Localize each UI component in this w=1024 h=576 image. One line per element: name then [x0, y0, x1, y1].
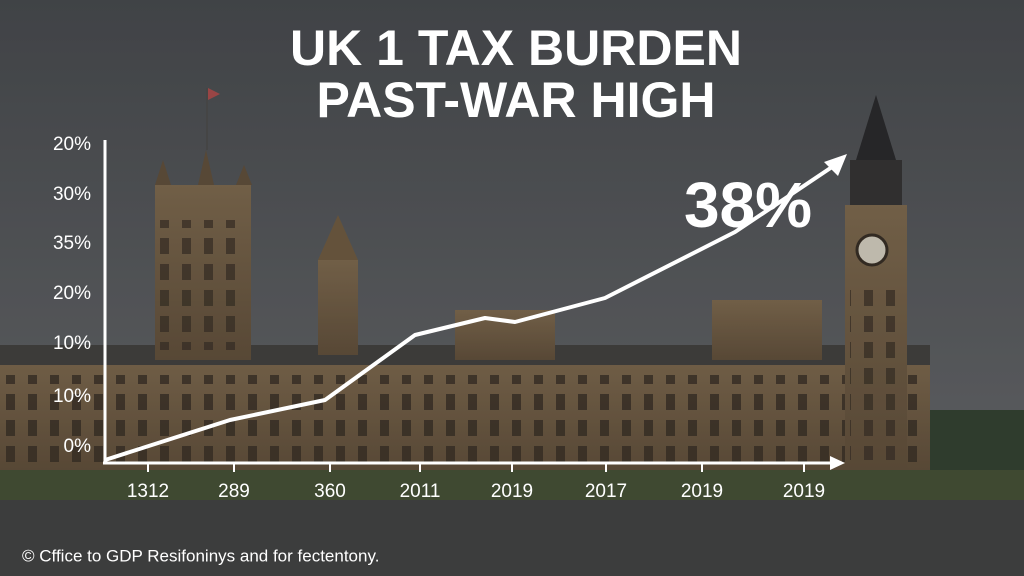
y-axis-label: 20% — [53, 134, 91, 155]
callout: 38% — [684, 169, 812, 241]
x-ticks: 1312 289 360 2011 2019 2017 2019 2019 — [127, 463, 825, 502]
y-axis-label: 35% — [53, 233, 91, 254]
y-axis-label: 0% — [64, 436, 92, 457]
x-axis-label: 1312 — [127, 481, 169, 502]
y-axis-label: 10% — [53, 386, 91, 407]
x-axis-label: 360 — [314, 481, 346, 502]
river — [0, 500, 1024, 576]
y-axis-label: 30% — [53, 184, 91, 205]
title-line: UK 1 TAX BURDEN — [290, 20, 742, 76]
title-line: PAST-WAR HIGH — [316, 72, 715, 128]
y-axis-label: 20% — [53, 283, 91, 304]
x-axis-label: 2019 — [783, 481, 825, 502]
x-axis-label: 2017 — [585, 481, 627, 502]
x-axis-label: 2019 — [491, 481, 533, 502]
x-axis-label: 2011 — [400, 481, 441, 502]
x-axis-label: 2019 — [681, 481, 723, 502]
trend-arrow — [824, 154, 847, 176]
x-axis-label: 289 — [218, 481, 250, 502]
trend-line — [104, 163, 837, 462]
x-axis-arrow — [830, 456, 845, 470]
embankment — [0, 470, 1024, 500]
parliament — [0, 88, 1024, 520]
y-axis-label: 10% — [53, 333, 91, 354]
source: © Cffice to GDP Resifoninys and for fect… — [22, 546, 379, 565]
